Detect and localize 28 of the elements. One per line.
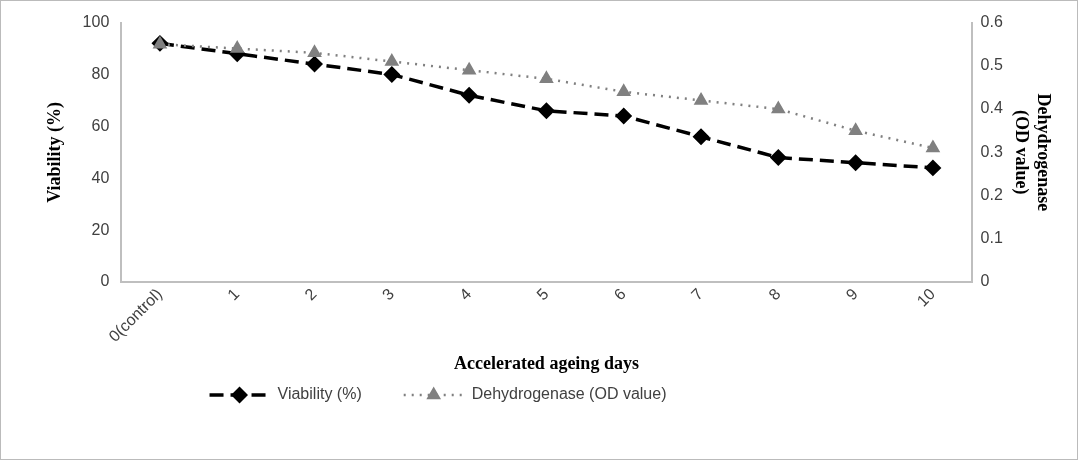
- y-tick-label: 60: [91, 116, 110, 134]
- y-axis-title: Viability (%): [44, 101, 66, 203]
- y-tick-label: 0: [100, 272, 110, 290]
- y2-tick-label: 0: [980, 272, 990, 290]
- x-tick-label: 6: [610, 284, 630, 304]
- legend-label: Dehydrogenase (OD value): [471, 385, 667, 403]
- x-tick-label: 8: [765, 284, 784, 304]
- x-tick-label: 4: [456, 284, 475, 304]
- x-tick-label: 1: [224, 284, 243, 304]
- x-tick-label: 5: [533, 284, 552, 304]
- y-tick-label: 40: [91, 168, 110, 186]
- y2-tick-label: 0.2: [980, 185, 1003, 203]
- y-tick-label: 20: [91, 220, 110, 238]
- y-tick-label: 100: [82, 13, 110, 31]
- y2-tick-label: 0.5: [980, 56, 1003, 74]
- y2-axis-title: Dehydrogenase (OD value): [1010, 93, 1054, 212]
- y2-tick-label: 0.4: [980, 99, 1003, 117]
- x-tick-label: 10: [913, 284, 939, 310]
- y-tick-label: 80: [91, 64, 110, 82]
- x-tick-label: 7: [687, 284, 707, 304]
- y2-tick-label: 0.6: [980, 13, 1003, 31]
- y2-tick-label: 0.3: [980, 142, 1003, 160]
- x-tick-label: 2: [301, 284, 320, 304]
- x-axis-title: Accelerated ageing days: [453, 352, 639, 373]
- x-tick-label: 9: [842, 284, 861, 304]
- x-tick-label: 3: [378, 284, 398, 304]
- legend-label: Viability (%): [277, 385, 362, 403]
- y2-tick-label: 0.1: [980, 229, 1003, 247]
